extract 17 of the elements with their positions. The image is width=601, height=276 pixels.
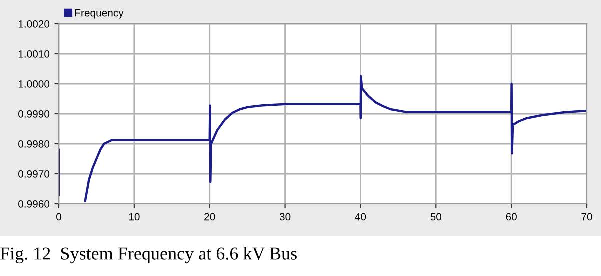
x-tick-label: 40 — [355, 213, 366, 221]
x-tick-label: 70 — [582, 213, 592, 221]
y-tick-label: 0.9970 — [18, 170, 50, 178]
x-tick-label: 10 — [129, 213, 140, 221]
x-tick-label: 50 — [430, 213, 442, 221]
x-tick-label: 0 — [56, 213, 62, 221]
y-tick-label: 1.0010 — [18, 50, 50, 58]
y-tick-label: 0.9990 — [18, 110, 50, 118]
x-tick-label: 20 — [204, 213, 216, 221]
y-tick-label: 0.9980 — [18, 140, 50, 148]
caption: Fig. 12 System Frequency at 6.6 kV Bus — [0, 247, 297, 264]
x-tick-label: 60 — [506, 213, 517, 221]
legend-label: Frequency — [75, 9, 124, 19]
y-tick-label: 1.0000 — [18, 80, 50, 88]
x-tick-label: 30 — [280, 213, 291, 221]
y-tick-label: 0.9960 — [18, 200, 50, 208]
y-tick-label: 1.0020 — [18, 20, 50, 28]
